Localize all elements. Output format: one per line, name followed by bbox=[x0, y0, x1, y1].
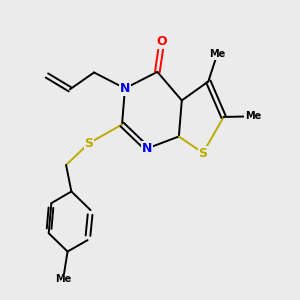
Text: Me: Me bbox=[55, 274, 71, 284]
Text: S: S bbox=[84, 137, 93, 150]
Text: N: N bbox=[120, 82, 130, 95]
Text: Me: Me bbox=[245, 111, 261, 121]
Text: S: S bbox=[199, 146, 208, 160]
Text: Me: Me bbox=[209, 50, 225, 59]
Text: N: N bbox=[142, 142, 152, 155]
Text: O: O bbox=[157, 35, 167, 48]
